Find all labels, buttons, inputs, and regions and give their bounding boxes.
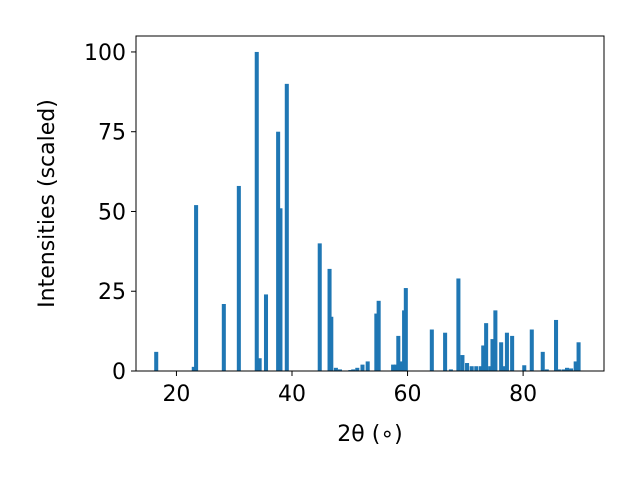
bar <box>490 339 495 371</box>
bar <box>393 364 399 371</box>
bar <box>573 361 578 371</box>
bar <box>396 335 401 371</box>
bar <box>194 205 199 371</box>
bar <box>360 364 365 371</box>
y-tick-label: 100 <box>84 41 126 66</box>
x-tick-label: 20 <box>162 382 190 407</box>
bar <box>576 342 581 371</box>
bar <box>488 366 493 371</box>
bar <box>565 367 570 371</box>
bar <box>365 361 370 371</box>
bar <box>329 316 334 371</box>
bar <box>448 369 453 371</box>
bar <box>499 342 504 371</box>
bar <box>469 366 474 371</box>
bar <box>540 351 545 371</box>
bar <box>337 369 342 371</box>
bar <box>391 364 396 371</box>
bar <box>443 332 448 371</box>
bar <box>284 83 289 372</box>
bar <box>257 358 262 371</box>
bar <box>236 185 241 371</box>
bar <box>276 131 281 371</box>
bar <box>522 365 527 371</box>
x-axis-label: 2θ (∘) <box>337 422 402 447</box>
bar <box>429 329 434 371</box>
y-tick-label: 50 <box>98 200 126 225</box>
bar <box>374 313 379 371</box>
bar <box>569 368 574 371</box>
bar <box>502 366 507 371</box>
bar <box>154 351 159 371</box>
y-tick-label: 25 <box>98 280 126 305</box>
bar <box>399 361 404 371</box>
bar <box>456 278 461 371</box>
bar <box>465 363 470 371</box>
y-axis-label: Intensities (scaled) <box>35 99 60 308</box>
bar <box>554 319 559 371</box>
plot-frame <box>135 35 605 372</box>
bar <box>376 300 381 371</box>
bar <box>478 366 483 371</box>
bar <box>254 51 259 371</box>
y-axis: 0 25 50 75 100 <box>84 41 136 385</box>
bar <box>510 335 515 371</box>
x-tick-label: 60 <box>394 382 422 407</box>
bar <box>474 366 479 371</box>
bar-series <box>154 51 581 372</box>
x-tick-label: 80 <box>509 382 537 407</box>
bar <box>529 329 534 371</box>
bar <box>351 369 356 371</box>
bar <box>493 310 498 371</box>
bar <box>484 323 489 371</box>
bar <box>333 367 338 371</box>
bar <box>556 369 561 371</box>
bar <box>221 304 226 371</box>
x-tick-label: 40 <box>278 382 306 407</box>
bar <box>403 288 408 371</box>
bar <box>355 367 360 371</box>
bar <box>544 369 549 371</box>
bar <box>504 332 509 371</box>
bar <box>278 208 283 371</box>
x-axis: 20 40 60 80 <box>162 371 537 407</box>
bar <box>263 294 269 371</box>
bar <box>481 345 486 371</box>
bar <box>460 355 465 371</box>
bar <box>317 243 322 371</box>
y-tick-label: 0 <box>112 360 126 385</box>
bar <box>561 369 566 371</box>
bar <box>191 366 196 371</box>
y-tick-label: 75 <box>98 121 126 146</box>
